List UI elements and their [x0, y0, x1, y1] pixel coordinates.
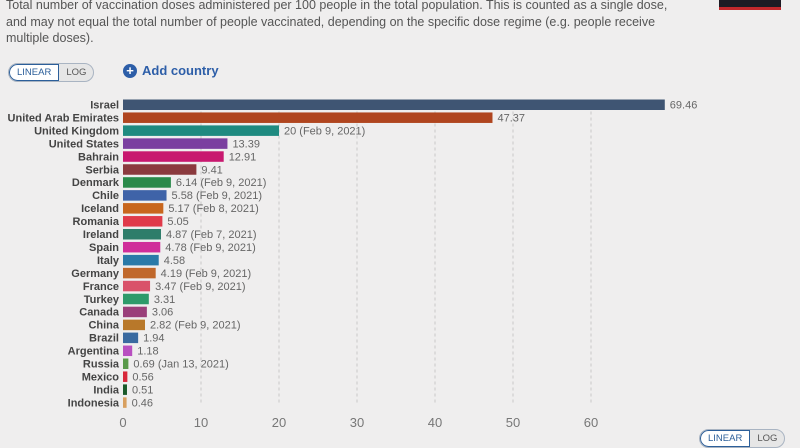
- category-label: Serbia: [85, 164, 120, 176]
- category-label: Germany: [71, 268, 120, 280]
- bar: [123, 112, 493, 123]
- bar: [123, 358, 129, 369]
- bar: [123, 371, 128, 382]
- value-label: 9.41: [201, 164, 222, 176]
- category-label: Mexico: [82, 371, 120, 383]
- bar: [123, 254, 159, 266]
- bar: [123, 203, 164, 214]
- value-label: 69.46: [670, 100, 698, 112]
- bar: [123, 125, 279, 136]
- category-label: Romania: [73, 216, 120, 228]
- value-label: 12.91: [229, 151, 257, 163]
- value-label: 4.87 (Feb 7, 2021): [166, 229, 257, 241]
- x-tick-label: 50: [506, 415, 520, 430]
- category-label: Bahrain: [78, 151, 119, 163]
- linear-button[interactable]: LINEAR: [9, 64, 60, 81]
- value-label: 0.46: [132, 397, 153, 409]
- bar: [123, 241, 161, 253]
- category-label: United Kingdom: [34, 125, 119, 137]
- bar: [123, 99, 665, 110]
- bar: [123, 177, 171, 188]
- category-label: Turkey: [84, 294, 120, 306]
- category-label: India: [93, 384, 120, 396]
- bar: [123, 306, 147, 318]
- x-tick-label: 10: [194, 415, 208, 430]
- category-label: Italy: [97, 255, 120, 267]
- bar: [123, 190, 167, 201]
- value-label: 4.58: [164, 255, 185, 267]
- chart-description: Total number of vaccination doses admini…: [6, 0, 668, 45]
- category-label: Iceland: [81, 203, 119, 215]
- plus-circle-icon: +: [123, 63, 137, 78]
- bar: [123, 164, 197, 175]
- bar: [123, 384, 127, 395]
- value-label: 13.39: [232, 138, 260, 150]
- category-label: United States: [49, 138, 119, 150]
- value-label: 3.47 (Feb 9, 2021): [155, 281, 246, 293]
- value-label: 0.51: [132, 384, 153, 396]
- value-label: 20 (Feb 9, 2021): [284, 125, 365, 137]
- category-label: United Arab Emirates: [8, 112, 119, 124]
- category-label: Chile: [92, 190, 119, 202]
- value-label: 0.69 (Jan 13, 2021): [133, 359, 228, 371]
- category-label: France: [83, 281, 119, 293]
- scale-toggle-top[interactable]: LINEAR LOG: [8, 63, 95, 82]
- value-label: 5.58 (Feb 9, 2021): [172, 190, 263, 202]
- value-label: 4.78 (Feb 9, 2021): [165, 242, 256, 254]
- log-button[interactable]: LOG: [66, 67, 87, 78]
- bar: [123, 229, 161, 240]
- value-label: 1.94: [143, 333, 164, 345]
- category-label: Argentina: [68, 346, 120, 358]
- bar: [123, 332, 139, 344]
- x-tick-label: 60: [584, 415, 598, 430]
- x-tick-label: 30: [350, 415, 364, 430]
- value-label: 4.19 (Feb 9, 2021): [161, 268, 252, 280]
- value-label: 5.17 (Feb 8, 2021): [168, 203, 259, 215]
- bar: [123, 345, 133, 357]
- add-country-label: Add country: [142, 63, 219, 78]
- category-label: Israel: [90, 100, 119, 112]
- flag-icon: [719, 0, 781, 10]
- x-tick-label: 20: [272, 415, 286, 430]
- value-label: 3.06: [152, 307, 173, 319]
- bar: [123, 397, 127, 408]
- value-label: 3.31: [154, 294, 175, 306]
- value-label: 0.56: [132, 371, 153, 383]
- bar: [123, 293, 149, 305]
- log-button-bottom[interactable]: LOG: [757, 433, 778, 444]
- category-label: China: [88, 320, 119, 332]
- bar: [123, 267, 156, 279]
- value-label: 5.05: [167, 216, 188, 228]
- scale-toggle-bottom[interactable]: LINEAR LOG: [699, 429, 786, 448]
- x-tick-label: 40: [428, 415, 442, 430]
- category-label: Spain: [89, 242, 119, 254]
- category-label: Ireland: [83, 229, 119, 241]
- category-label: Russia: [83, 359, 120, 371]
- linear-button-bottom[interactable]: LINEAR: [700, 430, 751, 447]
- value-label: 47.37: [497, 112, 525, 124]
- bar: [123, 138, 228, 149]
- bar: [123, 319, 145, 331]
- value-label: 6.14 (Feb 9, 2021): [176, 177, 267, 189]
- add-country-button[interactable]: + Add country: [123, 63, 219, 78]
- category-label: Denmark: [72, 177, 120, 189]
- category-label: Indonesia: [68, 397, 120, 409]
- value-label: 1.18: [137, 346, 158, 358]
- category-label: Brazil: [89, 333, 119, 345]
- bar: [123, 216, 163, 227]
- category-label: Canada: [79, 307, 120, 319]
- x-tick-label: 0: [119, 415, 126, 430]
- value-label: 2.82 (Feb 9, 2021): [150, 320, 241, 332]
- bar: [123, 151, 224, 162]
- bar: [123, 280, 151, 292]
